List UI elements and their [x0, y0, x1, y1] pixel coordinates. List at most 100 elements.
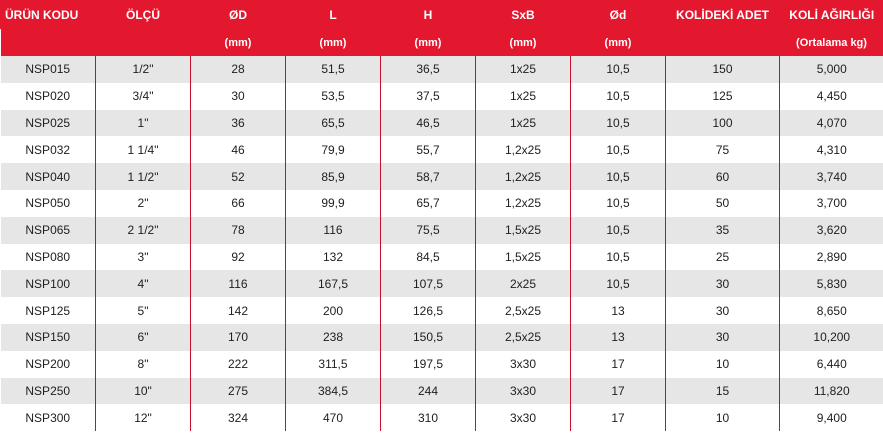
cell-inner-diameter: 10,5	[570, 189, 666, 217]
cell-length: 384,5	[285, 377, 381, 405]
cell-box-weight: 4,450	[779, 82, 883, 110]
cell-outer-diameter: 52	[190, 163, 286, 190]
header-length: L	[285, 0, 381, 29]
table-row: NSP200 8" 222 311,5 197,5 3x30 17 10 6,440	[0, 350, 883, 378]
cell-inner-diameter: 17	[570, 377, 666, 405]
cell-height: 65,7	[380, 189, 476, 217]
cell-length: 311,5	[285, 350, 381, 378]
cell-size: 12"	[95, 404, 191, 432]
cell-size: 4"	[95, 270, 191, 298]
cell-box-quantity: 75	[665, 136, 780, 164]
cell-box-weight: 8,650	[779, 297, 883, 324]
unit-size	[95, 29, 191, 56]
cell-height: 197,5	[380, 350, 476, 378]
table-row: NSP125 5" 142 200 126,5 2,5x25 13 30 8,650	[0, 297, 883, 324]
cell-box-quantity: 10	[665, 404, 780, 432]
cell-length: 132	[285, 243, 381, 271]
cell-box-quantity: 35	[665, 216, 780, 244]
cell-height: 84,5	[380, 243, 476, 271]
cell-product-code: NSP015	[0, 56, 96, 83]
cell-box-quantity: 30	[665, 297, 780, 324]
cell-box-weight: 2,890	[779, 243, 883, 271]
cell-height: 244	[380, 377, 476, 405]
cell-box-weight: 11,820	[779, 377, 883, 405]
cell-section: 1,2x25	[475, 189, 571, 217]
cell-product-code: NSP100	[0, 270, 96, 298]
cell-inner-diameter: 10,5	[570, 56, 666, 83]
product-spec-table: ÜRÜN KODU ÖLÇÜ ØD L H SxB Ød KOLİDEKİ AD…	[0, 0, 883, 432]
cell-inner-diameter: 10,5	[570, 243, 666, 271]
cell-outer-diameter: 142	[190, 297, 286, 324]
cell-section: 1,2x25	[475, 163, 571, 190]
header-size: ÖLÇÜ	[95, 0, 191, 29]
table-row: NSP015 1/2" 28 51,5 36,5 1x25 10,5 150 5,000	[0, 56, 883, 83]
cell-inner-diameter: 10,5	[570, 136, 666, 164]
cell-product-code: NSP150	[0, 323, 96, 351]
cell-box-quantity: 150	[665, 56, 780, 83]
cell-section: 1x25	[475, 56, 571, 83]
cell-outer-diameter: 36	[190, 109, 286, 137]
cell-length: 167,5	[285, 270, 381, 298]
cell-length: 470	[285, 404, 381, 432]
cell-outer-diameter: 116	[190, 270, 286, 298]
cell-section: 1x25	[475, 82, 571, 110]
cell-box-quantity: 30	[665, 323, 780, 351]
cell-box-quantity: 125	[665, 82, 780, 110]
header-row: ÜRÜN KODU ÖLÇÜ ØD L H SxB Ød KOLİDEKİ AD…	[0, 0, 883, 29]
table-row: NSP065 2 1/2" 78 116 75,5 1,5x25 10,5 35 3,620	[0, 216, 883, 244]
cell-inner-diameter: 10,5	[570, 216, 666, 244]
cell-outer-diameter: 92	[190, 243, 286, 271]
cell-box-weight: 5,000	[779, 56, 883, 83]
cell-box-quantity: 15	[665, 377, 780, 405]
cell-section: 2x25	[475, 270, 571, 298]
unit-box-weight: (Ortalama kg)	[779, 29, 883, 56]
unit-outer-diameter: (mm)	[190, 29, 286, 56]
cell-product-code: NSP080	[0, 243, 96, 271]
header-outer-diameter: ØD	[190, 0, 286, 29]
cell-inner-diameter: 10,5	[570, 163, 666, 190]
cell-outer-diameter: 170	[190, 323, 286, 351]
cell-size: 6"	[95, 323, 191, 351]
cell-section: 3x30	[475, 404, 571, 432]
cell-inner-diameter: 10,5	[570, 109, 666, 137]
cell-height: 126,5	[380, 297, 476, 324]
table-row: NSP020 3/4" 30 53,5 37,5 1x25 10,5 125 4,450	[0, 82, 883, 110]
cell-length: 116	[285, 216, 381, 244]
cell-length: 53,5	[285, 82, 381, 110]
cell-box-weight: 4,070	[779, 109, 883, 137]
cell-section: 2,5x25	[475, 323, 571, 351]
cell-outer-diameter: 66	[190, 189, 286, 217]
cell-length: 85,9	[285, 163, 381, 190]
cell-section: 2,5x25	[475, 297, 571, 324]
cell-section: 1x25	[475, 109, 571, 137]
cell-size: 2 1/2"	[95, 216, 191, 244]
cell-product-code: NSP125	[0, 297, 96, 324]
cell-inner-diameter: 17	[570, 350, 666, 378]
header-product-code: ÜRÜN KODU	[0, 0, 96, 29]
cell-length: 99,9	[285, 189, 381, 217]
cell-product-code: NSP300	[0, 404, 96, 432]
cell-size: 1 1/4"	[95, 136, 191, 164]
cell-section: 1,2x25	[475, 136, 571, 164]
cell-box-quantity: 10	[665, 350, 780, 378]
table-row: NSP150 6" 170 238 150,5 2,5x25 13 30 10,200	[0, 323, 883, 351]
unit-length: (mm)	[285, 29, 381, 56]
cell-outer-diameter: 222	[190, 350, 286, 378]
header-section: SxB	[475, 0, 571, 29]
cell-box-weight: 3,700	[779, 189, 883, 217]
cell-product-code: NSP020	[0, 82, 96, 110]
cell-box-weight: 3,740	[779, 163, 883, 190]
header-height: H	[380, 0, 476, 29]
header-box-quantity: KOLİDEKİ ADET	[665, 0, 780, 29]
cell-box-weight: 10,200	[779, 323, 883, 351]
cell-box-quantity: 25	[665, 243, 780, 271]
cell-outer-diameter: 30	[190, 82, 286, 110]
cell-box-weight: 9,400	[779, 404, 883, 432]
cell-inner-diameter: 10,5	[570, 82, 666, 110]
cell-height: 46,5	[380, 109, 476, 137]
cell-product-code: NSP032	[0, 136, 96, 164]
cell-section: 3x30	[475, 350, 571, 378]
cell-outer-diameter: 46	[190, 136, 286, 164]
cell-product-code: NSP065	[0, 216, 96, 244]
cell-box-quantity: 30	[665, 270, 780, 298]
